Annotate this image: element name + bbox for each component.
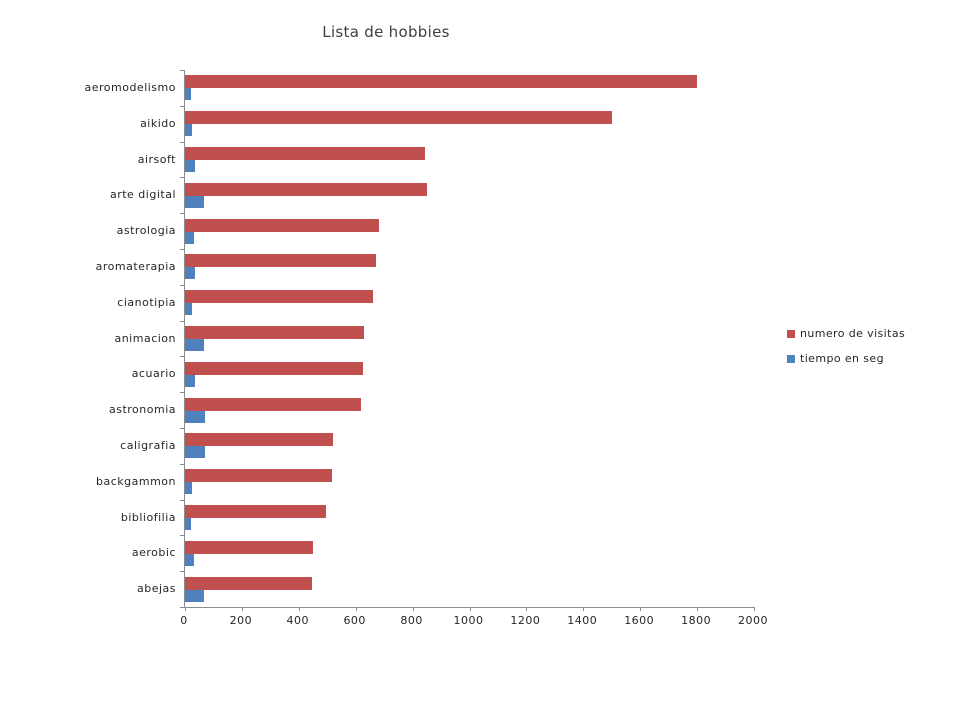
legend-label-visitas: numero de visitas xyxy=(800,327,906,340)
x-axis-tick xyxy=(355,607,357,611)
y-axis-label-cianotipia: cianotipia xyxy=(117,295,176,309)
x-axis-tick xyxy=(241,607,243,611)
bar-tiempo-arte-digital xyxy=(185,195,204,208)
bar-tiempo-astronomia xyxy=(185,410,205,423)
bar-tiempo-airsoft xyxy=(185,160,195,172)
y-axis-label-caligrafia: caligrafia xyxy=(120,438,176,452)
chart-title: Lista de hobbies xyxy=(322,23,450,41)
y-axis-tick xyxy=(180,463,184,465)
bar-visitas-backgammon xyxy=(185,469,332,483)
bar-tiempo-caligrafia xyxy=(185,446,205,459)
bar-visitas-cianotipia xyxy=(185,290,373,304)
y-axis-label-aromaterapia: aromaterapia xyxy=(95,259,176,273)
bar-visitas-aeromodelismo xyxy=(185,75,698,89)
y-axis-tick xyxy=(180,105,184,107)
y-axis-tick xyxy=(180,320,184,322)
legend-item-visitas: numero de visitas xyxy=(787,327,905,340)
x-axis-tick xyxy=(298,607,300,611)
x-axis-tick xyxy=(412,607,414,611)
y-axis-tick xyxy=(180,499,184,501)
bar-tiempo-acuario xyxy=(185,374,195,387)
bar-visitas-animacion xyxy=(185,326,365,339)
y-axis-label-backgammon: backgammon xyxy=(96,474,176,488)
y-axis-tick xyxy=(180,141,184,143)
x-axis-tick xyxy=(469,607,471,611)
plot-area xyxy=(180,70,755,611)
bar-visitas-astrologia xyxy=(185,218,379,232)
bar-tiempo-aerobic xyxy=(185,553,194,566)
y-axis-tick xyxy=(180,428,184,429)
y-axis-tick xyxy=(180,571,184,573)
x-axis-tick xyxy=(697,607,699,611)
bar-tiempo-animacion xyxy=(185,339,204,351)
bar-visitas-aromaterapia xyxy=(185,254,376,268)
y-axis-tick xyxy=(180,535,184,537)
y-axis-tick xyxy=(180,392,184,394)
y-axis-label-astrologia: astrologia xyxy=(116,224,176,238)
bar-visitas-acuario xyxy=(185,361,363,375)
x-axis-label-800: 800 xyxy=(400,614,423,627)
y-axis-label-acuario: acuario xyxy=(131,367,176,381)
x-axis-label-1800: 1800 xyxy=(681,614,712,627)
y-axis-labels: aeromodelismo aikido airsoft arte digital as… xyxy=(0,70,176,607)
y-axis-label-aeromodelismo: aeromodelismo xyxy=(84,80,176,94)
x-axis-label-2000: 2000 xyxy=(738,614,768,627)
x-axis-tick xyxy=(185,607,186,611)
y-axis-tick xyxy=(180,70,184,71)
bar-tiempo-aromaterapia xyxy=(185,267,195,280)
y-axis-label-bibliofilia: bibliofilia xyxy=(120,510,176,524)
bar-visitas-abejas xyxy=(185,576,312,590)
bar-tiempo-abejas xyxy=(185,589,204,602)
bar-visitas-arte-digital xyxy=(185,182,427,196)
y-axis-label-arte-digital: arte digital xyxy=(109,188,176,202)
legend-swatch-visitas-icon xyxy=(787,329,795,338)
legend-item-tiempo: tiempo en seg xyxy=(787,352,905,365)
x-axis-label-400: 400 xyxy=(286,614,310,627)
y-axis-label-aerobic: aerobic xyxy=(131,546,176,560)
y-axis-tick xyxy=(180,356,184,358)
y-axis-label-astronomia: astronomia xyxy=(108,403,176,417)
bar-visitas-aikido xyxy=(185,111,612,125)
x-axis-label-0: 0 xyxy=(180,614,188,627)
bar-visitas-bibliofilia xyxy=(185,505,326,518)
x-axis-label-1600: 1600 xyxy=(624,614,655,627)
bar-tiempo-bibliofilia xyxy=(185,518,191,530)
y-axis-tick xyxy=(180,284,184,286)
x-axis-label-1000: 1000 xyxy=(453,614,484,627)
x-axis-label-200: 200 xyxy=(229,614,253,627)
y-axis-tick xyxy=(180,213,184,215)
y-axis-label-airsoft: airsoft xyxy=(137,152,176,166)
y-axis-label-animacion: animacion xyxy=(114,331,176,345)
x-axis-label-600: 600 xyxy=(343,614,366,627)
y-axis-tick xyxy=(180,607,184,608)
bar-visitas-aerobic xyxy=(185,540,313,554)
y-axis-label-abejas: abejas xyxy=(136,582,176,596)
legend: numero de visitas tiempo en seg xyxy=(787,327,905,377)
x-axis-label-1400: 1400 xyxy=(567,614,598,627)
y-axis-tick xyxy=(180,249,184,250)
bar-tiempo-astrologia xyxy=(185,231,194,244)
y-axis-label-aikido: aikido xyxy=(140,116,176,130)
legend-swatch-tiempo-icon xyxy=(787,354,795,363)
bar-visitas-astronomia xyxy=(185,397,362,411)
bar-tiempo-backgammon xyxy=(185,482,193,495)
bar-tiempo-aeromodelismo xyxy=(185,88,191,101)
bar-visitas-airsoft xyxy=(185,147,426,160)
x-axis-tick xyxy=(583,607,585,611)
bar-visitas-caligrafia xyxy=(185,433,333,447)
x-axis-tick xyxy=(754,607,755,611)
x-axis-tick xyxy=(640,607,642,611)
bar-tiempo-cianotipia xyxy=(185,303,193,316)
x-axis-tick xyxy=(526,607,528,611)
x-axis-label-1200: 1200 xyxy=(510,614,541,627)
x-axis-labels: 0 200 400 600 800 1000 1200 1400 1600 1800 2000 xyxy=(180,612,767,632)
bar-tiempo-aikido xyxy=(185,124,193,137)
legend-label-tiempo: tiempo en seg xyxy=(800,352,884,365)
y-axis-tick xyxy=(180,177,184,179)
